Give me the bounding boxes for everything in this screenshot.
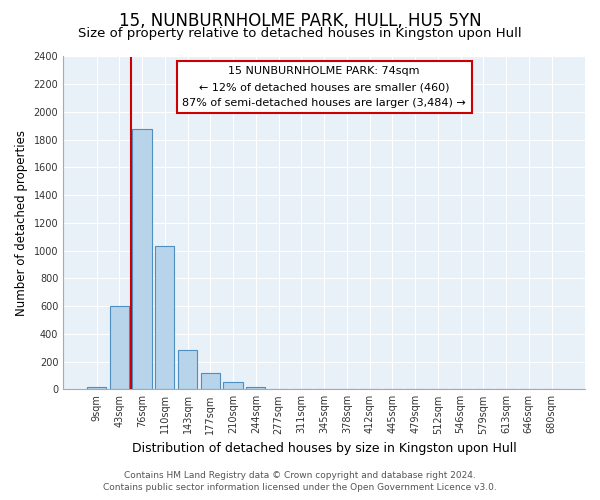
Text: Size of property relative to detached houses in Kingston upon Hull: Size of property relative to detached ho… bbox=[78, 28, 522, 40]
Y-axis label: Number of detached properties: Number of detached properties bbox=[15, 130, 28, 316]
Text: Contains HM Land Registry data © Crown copyright and database right 2024.
Contai: Contains HM Land Registry data © Crown c… bbox=[103, 471, 497, 492]
Bar bbox=[200, 374, 220, 390]
Bar bbox=[246, 386, 265, 390]
Text: 15 NUNBURNHOLME PARK: 74sqm
← 12% of detached houses are smaller (460)
87% of se: 15 NUNBURNHOLME PARK: 74sqm ← 12% of det… bbox=[182, 66, 466, 108]
Bar bbox=[110, 306, 129, 390]
Text: 15, NUNBURNHOLME PARK, HULL, HU5 5YN: 15, NUNBURNHOLME PARK, HULL, HU5 5YN bbox=[119, 12, 481, 30]
Bar bbox=[87, 386, 106, 390]
Bar bbox=[155, 246, 175, 390]
Bar bbox=[223, 382, 243, 390]
Bar bbox=[178, 350, 197, 390]
X-axis label: Distribution of detached houses by size in Kingston upon Hull: Distribution of detached houses by size … bbox=[132, 442, 517, 455]
Bar bbox=[133, 128, 152, 390]
